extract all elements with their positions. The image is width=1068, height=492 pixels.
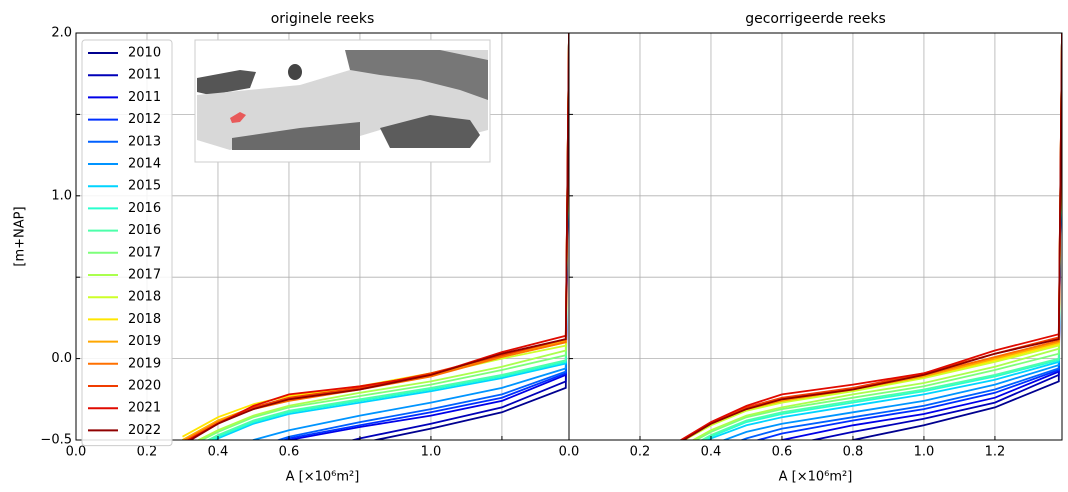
legend-label: 2012 [128, 112, 161, 127]
legend-label: 2018 [128, 290, 161, 305]
legend-label: 2018 [128, 312, 161, 327]
legend-label: 2019 [128, 356, 161, 371]
chart-title: gecorrigeerde reeks [745, 11, 886, 27]
x-tick-label: 0.2 [630, 445, 651, 460]
inset-map [195, 40, 490, 162]
legend-label: 2021 [128, 401, 161, 416]
legend-label: 2022 [128, 423, 161, 438]
x-tick-label: 0.6 [772, 445, 793, 460]
x-axis-label: A [×10⁶m²] [286, 470, 360, 485]
x-tick-label: 0.0 [559, 445, 580, 460]
y-tick-label: 0.0 [51, 351, 72, 366]
x-tick-label: 0.4 [208, 445, 229, 460]
legend-label: 2011 [128, 68, 161, 83]
legend-label: 2013 [128, 134, 161, 149]
legend-label: 2017 [128, 268, 161, 283]
map-shape [288, 64, 302, 80]
chart: 0.0 0.2 0.4 0.6 1.0 −0.5 0.0 1.0 2.0 originele re… [0, 0, 1068, 492]
x-tick-label: 0.6 [279, 445, 300, 460]
x-tick-label: 0.4 [701, 445, 722, 460]
x-tick-label: 1.0 [914, 445, 935, 460]
legend-label: 2010 [128, 46, 161, 61]
legend-label: 2015 [128, 179, 161, 194]
legend-label: 2020 [128, 379, 161, 394]
y-tick-label: 2.0 [51, 26, 72, 41]
legend-label: 2011 [128, 90, 161, 105]
legend-label: 2016 [128, 223, 161, 238]
x-axis-label: A [×10⁶m²] [779, 470, 853, 485]
legend-label: 2014 [128, 157, 161, 172]
y-tick-label: 1.0 [51, 188, 72, 203]
chart-title: originele reeks [271, 11, 375, 27]
x-tick-label: 1.2 [985, 445, 1006, 460]
x-tick-label: 0.8 [843, 445, 864, 460]
legend-label: 2016 [128, 201, 161, 216]
x-tick-label: 0.2 [137, 445, 158, 460]
y-tick-label: −0.5 [40, 433, 72, 448]
legend-label: 2019 [128, 334, 161, 349]
x-tick-label: 1.0 [421, 445, 442, 460]
legend-label: 2017 [128, 245, 161, 260]
y-axis-label: [m+NAP] [13, 206, 28, 266]
